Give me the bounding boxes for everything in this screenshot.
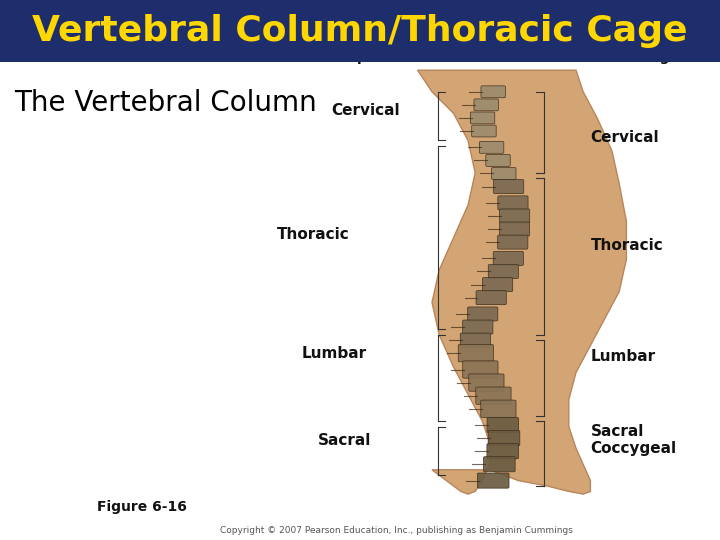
FancyBboxPatch shape xyxy=(488,265,518,279)
FancyBboxPatch shape xyxy=(476,387,511,404)
Text: Lumbar: Lumbar xyxy=(590,349,655,364)
Text: Vertebral regions: Vertebral regions xyxy=(565,50,702,64)
FancyBboxPatch shape xyxy=(470,112,495,124)
FancyBboxPatch shape xyxy=(493,252,523,266)
FancyBboxPatch shape xyxy=(458,345,493,362)
Text: Sacral
Coccygeal: Sacral Coccygeal xyxy=(590,424,677,456)
Text: Cervical: Cervical xyxy=(331,103,400,118)
Text: Sacral: Sacral xyxy=(318,433,371,448)
FancyBboxPatch shape xyxy=(486,154,510,166)
FancyBboxPatch shape xyxy=(487,417,518,433)
FancyBboxPatch shape xyxy=(474,99,498,111)
FancyBboxPatch shape xyxy=(467,307,498,321)
Text: Spinal curves: Spinal curves xyxy=(347,50,452,64)
FancyBboxPatch shape xyxy=(477,473,509,488)
Text: Cervical: Cervical xyxy=(590,130,659,145)
FancyBboxPatch shape xyxy=(481,400,516,417)
FancyBboxPatch shape xyxy=(488,430,520,445)
FancyBboxPatch shape xyxy=(481,86,505,98)
Polygon shape xyxy=(418,70,626,494)
FancyBboxPatch shape xyxy=(498,235,528,249)
FancyBboxPatch shape xyxy=(463,361,498,378)
FancyBboxPatch shape xyxy=(469,374,504,391)
FancyBboxPatch shape xyxy=(482,278,513,292)
FancyBboxPatch shape xyxy=(483,457,515,472)
FancyBboxPatch shape xyxy=(493,179,523,193)
Text: Thoracic: Thoracic xyxy=(276,227,349,242)
FancyBboxPatch shape xyxy=(480,141,504,153)
FancyBboxPatch shape xyxy=(472,125,496,137)
FancyBboxPatch shape xyxy=(476,291,506,305)
FancyBboxPatch shape xyxy=(487,444,518,459)
Text: Lumbar: Lumbar xyxy=(302,346,367,361)
FancyBboxPatch shape xyxy=(500,209,530,223)
Text: Figure 6-16: Figure 6-16 xyxy=(97,500,187,514)
Text: Copyright © 2007 Pearson Education, Inc., publishing as Benjamin Cummings: Copyright © 2007 Pearson Education, Inc.… xyxy=(220,526,572,535)
Text: Thoracic: Thoracic xyxy=(590,238,663,253)
Text: Vertebral Column/Thoracic Cage: Vertebral Column/Thoracic Cage xyxy=(32,14,688,48)
Text: The Vertebral Column: The Vertebral Column xyxy=(14,89,317,117)
FancyBboxPatch shape xyxy=(492,167,516,179)
FancyBboxPatch shape xyxy=(498,196,528,210)
FancyBboxPatch shape xyxy=(463,320,493,334)
FancyBboxPatch shape xyxy=(500,222,530,236)
FancyBboxPatch shape xyxy=(460,333,490,347)
